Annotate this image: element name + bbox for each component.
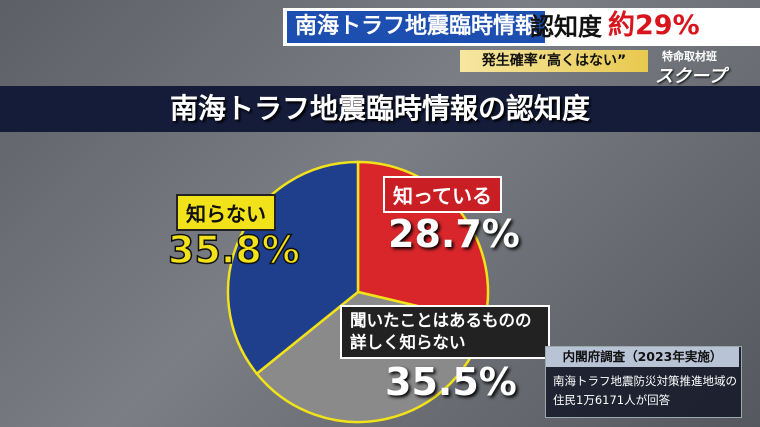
value-label: 28.7% [388,212,520,256]
slice-label: 聞いたことはあるものの詳しく知らない [340,305,550,359]
banner-metric: 認知度 [530,13,602,41]
value-label: 35.8% [167,227,300,273]
team: 特命取材班 [662,50,717,63]
source-line: 住民1万6171人が回答 [553,393,671,407]
slice-label: 知らない [176,194,276,231]
value-label: 35.5% [385,360,517,404]
brand: スクープ [655,66,726,87]
source-line: 南海トラフ地震防災対策推進地域の [553,374,737,388]
banner-topic: 南海トラフ地震臨時情報 [287,11,546,43]
source-title: 内閣府調査（2023年実施） [546,347,739,367]
title-band [0,86,760,132]
chart-title: 南海トラフ地震臨時情報の認知度 [169,92,590,125]
banner-figure: 約29% [608,10,700,41]
banner-subline: 発生確率“高くはない” [460,50,648,72]
slice-label: 知っている [383,176,502,213]
